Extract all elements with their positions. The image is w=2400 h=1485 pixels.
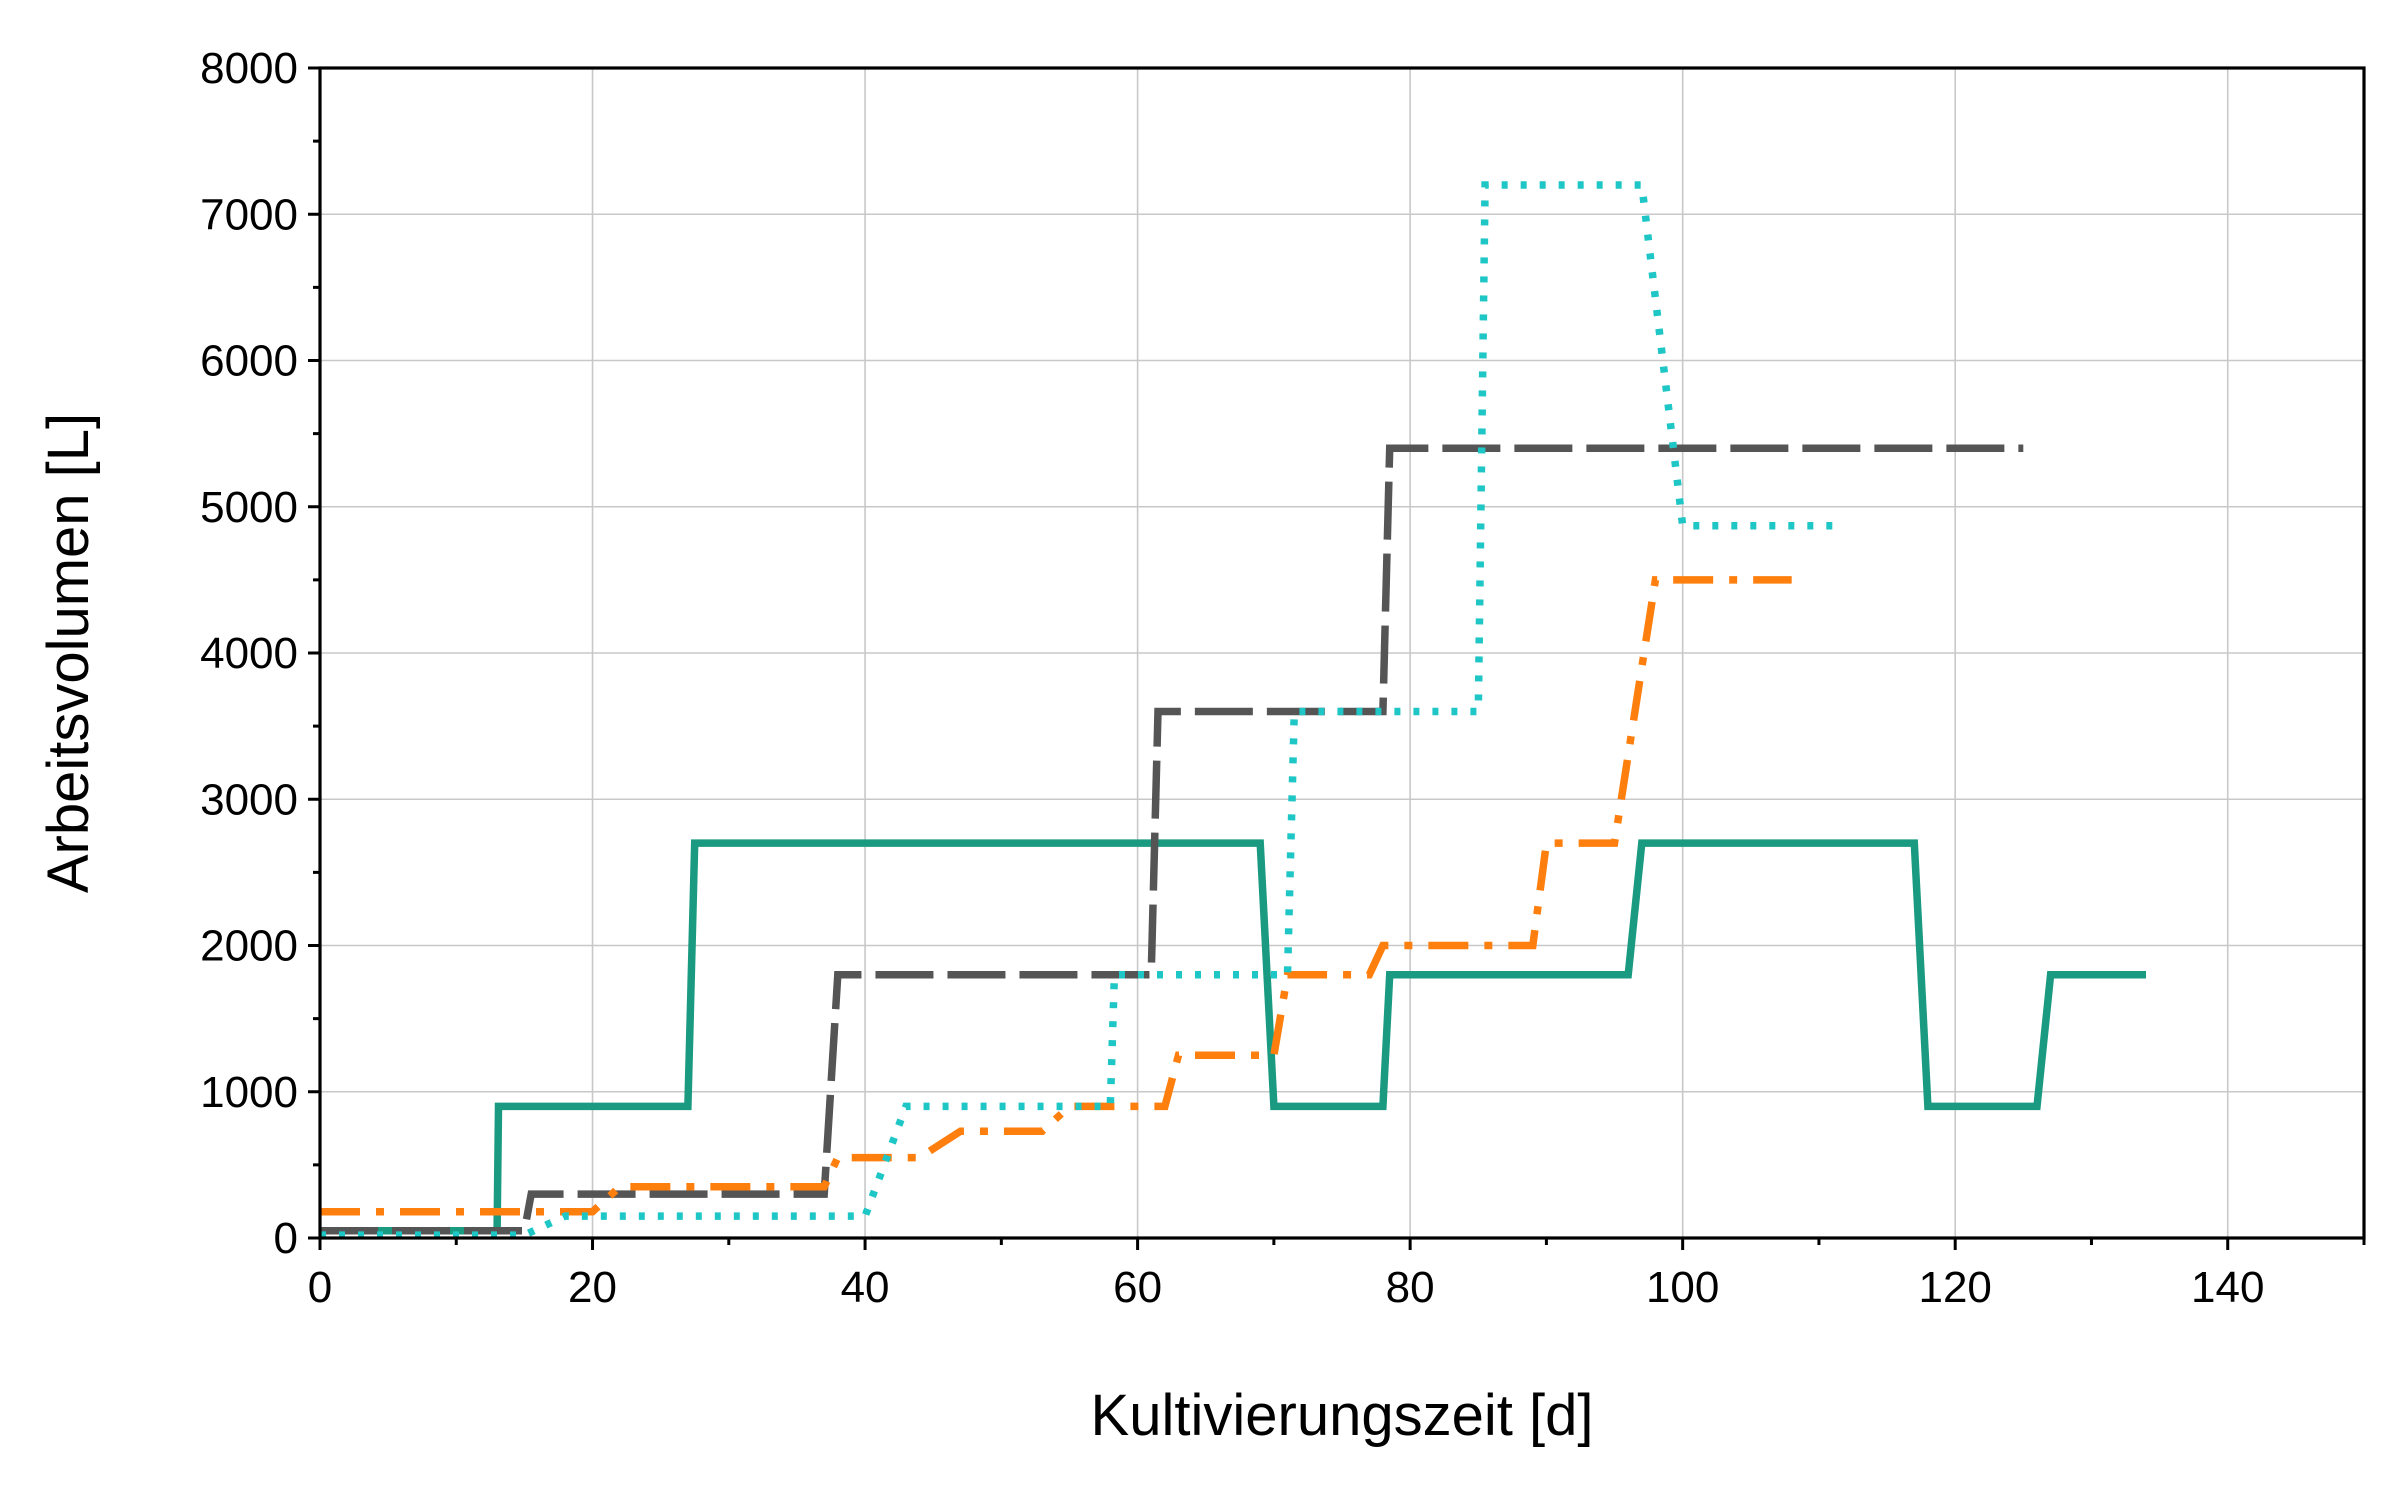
y-tick-label: 7000 (200, 190, 298, 239)
series-line-4 (320, 181, 1833, 1239)
y-tick-label: 8000 (200, 44, 298, 93)
y-tick-label: 3000 (200, 775, 298, 824)
series-layer (320, 181, 2146, 1239)
x-tick-label: 80 (1386, 1263, 1435, 1312)
series-line-1 (320, 839, 2146, 1235)
axis-ticks (308, 66, 2366, 1250)
grid-lines (320, 68, 2364, 1238)
y-tick-label: 5000 (200, 483, 298, 532)
x-tick-label: 40 (841, 1263, 890, 1312)
x-tick-label: 140 (2191, 1263, 2264, 1312)
x-axis-title: Kultivierungszeit [d] (1091, 1383, 1594, 1448)
y-tick-label: 6000 (200, 337, 298, 386)
tick-labels: 0 20 40 60 80 100 120 140 0 1000 2000 3000 4000 5000 6… (200, 44, 2264, 1312)
x-tick-label: 60 (1113, 1263, 1162, 1312)
y-axis-title: Arbeitsvolumen [L] (36, 413, 101, 893)
x-tick-label: 0 (308, 1263, 332, 1312)
x-tick-label: 100 (1646, 1263, 1719, 1312)
series-line-3 (320, 576, 1792, 1216)
y-tick-label: 0 (274, 1214, 298, 1263)
y-tick-label: 1000 (200, 1068, 298, 1117)
y-tick-label: 2000 (200, 922, 298, 971)
x-tick-label: 20 (568, 1263, 617, 1312)
y-tick-label: 4000 (200, 629, 298, 678)
series-line-2 (320, 444, 2024, 1235)
x-tick-label: 120 (1918, 1263, 1991, 1312)
